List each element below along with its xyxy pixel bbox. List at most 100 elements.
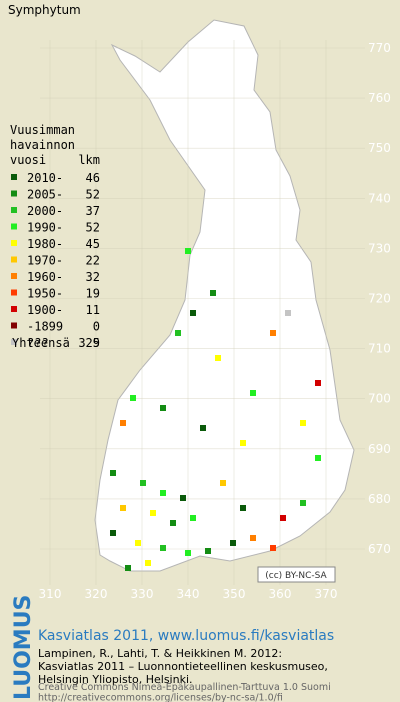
y-tick-label: 730 [368,241,391,255]
observation-square [160,545,166,551]
observation-square [190,515,196,521]
legend-count: 32 [86,270,100,284]
license-badge-text: (cc) BY-NC-SA [265,571,327,581]
legend-total-label: Yhteensä [12,336,70,350]
observation-square [205,548,211,554]
legend-label: 1970- [27,254,63,268]
observation-square [270,545,276,551]
y-tick-label: 680 [368,492,391,506]
observation-square [280,515,286,521]
observation-square [160,490,166,496]
legend-swatch [11,289,17,296]
legend-label: 1900- [27,303,63,317]
observation-square [210,290,216,296]
legend-label: 1960- [27,270,63,284]
legend-count: 11 [86,303,100,317]
observation-square [270,330,276,336]
legend-swatch [11,223,17,230]
observation-square [145,560,151,566]
legend-total: 325 [78,336,100,350]
observation-square [230,540,236,546]
legend-count: 46 [86,171,100,185]
observation-square [315,455,321,461]
observation-square [175,330,181,336]
citation-line: Helsingin Yliopisto, Helsinki. [38,673,193,686]
observation-square [250,390,256,396]
legend-label: 1950- [27,287,63,301]
x-tick-label: 340 [177,587,200,601]
legend-header: vuosi [10,153,46,167]
observation-square [180,495,186,501]
observation-square [110,530,116,536]
observation-square [315,380,321,386]
y-tick-label: 670 [368,542,391,556]
logo: LUOMUS [11,595,36,700]
legend-header: Vuusimman [10,123,75,137]
legend-count-header: lkm [78,153,100,167]
legend-swatch [11,322,17,329]
legend-count: 52 [86,188,100,202]
legend-count: 52 [86,221,100,235]
x-tick-label: 330 [131,587,154,601]
legend-count: 0 [93,320,100,334]
x-tick-label: 360 [269,587,292,601]
legend-label: 1990- [27,221,63,235]
observation-square [130,395,136,401]
legend-label: 2010- [27,171,63,185]
observation-square [140,480,146,486]
legend-swatch [11,273,17,279]
observation-square [160,405,166,411]
observation-square [170,520,176,526]
observation-square [185,248,191,254]
legend-count: 45 [86,237,100,251]
license-line: Creative Commons Nimeä-Epäkaupallinen-Ta… [38,682,331,693]
observation-square [120,505,126,511]
observation-square [215,355,221,361]
legend-count: 37 [86,204,100,218]
legend-label: ??? [27,336,49,350]
y-tick-label: 760 [368,91,391,105]
x-tick-label: 310 [39,587,62,601]
observation-square [125,565,131,571]
y-tick-label: 690 [368,442,391,456]
legend-swatch [11,190,17,197]
license-badge [257,566,336,583]
legend-swatch [11,174,17,180]
observation-square [240,505,246,511]
y-tick-label: 770 [368,41,391,55]
y-tick-label: 710 [368,342,391,356]
observation-square [300,500,306,506]
citation-line: Lampinen, R., Lahti, T. & Heikkinen M. 2… [38,647,282,660]
legend-swatch [11,256,17,263]
legend-count: 22 [86,254,100,268]
legend-label: -1899 [27,320,63,334]
y-tick-label: 740 [368,191,391,205]
legend-label: 2005- [27,188,63,202]
x-tick-label: 370 [315,587,338,601]
legend-count: 9 [93,336,100,350]
legend-label: 2000- [27,204,63,218]
observation-square [185,550,191,556]
y-tick-label: 700 [368,392,391,406]
observation-square [300,420,306,426]
legend-swatch [11,207,17,213]
y-tick-label: 750 [368,141,391,155]
observation-square [190,310,196,316]
legend-swatch [11,339,17,345]
observation-square [200,425,206,431]
legend-count: 19 [86,287,100,301]
observation-square [110,470,116,476]
observation-square [240,440,246,446]
legend-swatch [11,306,17,312]
legend-swatch [11,240,17,246]
observation-square [120,420,126,426]
map-title: Symphytum [8,3,81,17]
y-tick-label: 720 [368,292,391,306]
legend-label: 1980- [27,237,63,251]
observation-square [285,310,291,316]
citation-line: Kasviatlas 2011 – Luonnontieteellinen ke… [38,660,328,673]
observation-square [250,535,256,541]
legend-header: havainnon [10,138,75,152]
x-tick-label: 320 [85,587,108,601]
